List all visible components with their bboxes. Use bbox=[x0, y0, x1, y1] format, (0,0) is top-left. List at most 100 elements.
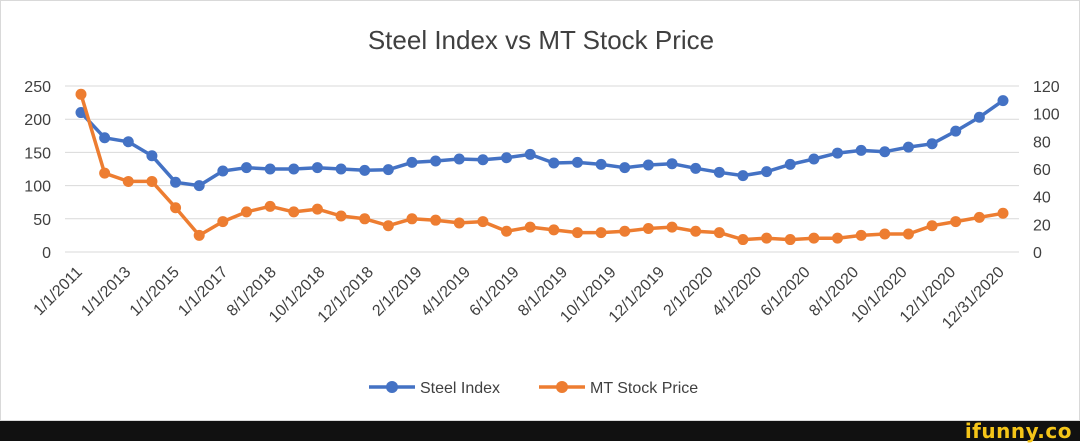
data-point-steel-index[interactable] bbox=[406, 156, 418, 168]
legend-marker-steel-index bbox=[386, 381, 398, 393]
data-point-steel-index[interactable] bbox=[595, 158, 607, 170]
data-point-mt-stock-price[interactable] bbox=[217, 216, 229, 228]
data-point-steel-index[interactable] bbox=[997, 95, 1009, 107]
data-point-mt-stock-price[interactable] bbox=[926, 220, 938, 232]
data-point-steel-index[interactable] bbox=[264, 163, 276, 175]
data-point-steel-index[interactable] bbox=[879, 146, 891, 158]
data-point-mt-stock-price[interactable] bbox=[784, 234, 796, 246]
data-point-mt-stock-price[interactable] bbox=[430, 214, 442, 226]
data-point-mt-stock-price[interactable] bbox=[75, 88, 87, 100]
data-point-steel-index[interactable] bbox=[501, 152, 513, 164]
x-tick-label: 2/1/2019 bbox=[369, 264, 425, 320]
data-point-mt-stock-price[interactable] bbox=[548, 224, 560, 236]
data-point-mt-stock-price[interactable] bbox=[950, 216, 962, 228]
data-point-mt-stock-price[interactable] bbox=[453, 217, 465, 229]
series-layer bbox=[75, 88, 1009, 246]
chart-title: Steel Index vs MT Stock Price bbox=[368, 25, 714, 55]
legend-item-mt-stock-price[interactable]: MT Stock Price bbox=[539, 380, 698, 397]
data-point-steel-index[interactable] bbox=[832, 147, 844, 159]
data-point-steel-index[interactable] bbox=[642, 159, 654, 171]
data-point-steel-index[interactable] bbox=[548, 157, 560, 169]
data-point-steel-index[interactable] bbox=[382, 164, 394, 176]
data-point-steel-index[interactable] bbox=[808, 153, 820, 165]
data-point-steel-index[interactable] bbox=[926, 138, 938, 150]
data-point-steel-index[interactable] bbox=[75, 107, 87, 119]
data-point-mt-stock-price[interactable] bbox=[240, 206, 252, 218]
x-tick-label: 1/1/2013 bbox=[78, 264, 134, 320]
data-point-mt-stock-price[interactable] bbox=[406, 213, 418, 225]
legend-marker-mt-stock-price bbox=[556, 381, 568, 393]
data-point-mt-stock-price[interactable] bbox=[855, 229, 867, 241]
data-point-mt-stock-price[interactable] bbox=[501, 225, 513, 237]
data-point-mt-stock-price[interactable] bbox=[359, 213, 371, 225]
data-point-mt-stock-price[interactable] bbox=[737, 234, 749, 246]
data-point-mt-stock-price[interactable] bbox=[335, 210, 347, 222]
data-point-steel-index[interactable] bbox=[477, 154, 489, 166]
x-tick-label: 1/1/2011 bbox=[31, 264, 86, 319]
data-point-mt-stock-price[interactable] bbox=[288, 206, 300, 218]
series-line-mt-stock-price bbox=[79, 93, 1004, 242]
data-point-steel-index[interactable] bbox=[122, 136, 134, 148]
data-point-steel-index[interactable] bbox=[713, 166, 725, 178]
data-point-mt-stock-price[interactable] bbox=[146, 175, 158, 187]
y-axis-left: 0 50 100 150 200 250 bbox=[24, 79, 51, 262]
data-point-mt-stock-price[interactable] bbox=[666, 221, 678, 233]
data-point-mt-stock-price[interactable] bbox=[902, 228, 914, 240]
y-left-tick-label: 200 bbox=[24, 112, 51, 129]
data-point-steel-index[interactable] bbox=[619, 162, 631, 174]
x-axis: 1/1/20111/1/20131/1/20151/1/20178/1/2018… bbox=[31, 264, 1008, 333]
data-point-steel-index[interactable] bbox=[99, 132, 111, 144]
data-point-steel-index[interactable] bbox=[973, 111, 985, 123]
data-point-steel-index[interactable] bbox=[335, 163, 347, 175]
data-point-mt-stock-price[interactable] bbox=[193, 229, 205, 241]
data-point-steel-index[interactable] bbox=[902, 141, 914, 153]
data-point-mt-stock-price[interactable] bbox=[170, 202, 182, 214]
data-point-steel-index[interactable] bbox=[311, 162, 323, 174]
data-point-mt-stock-price[interactable] bbox=[713, 227, 725, 239]
data-point-steel-index[interactable] bbox=[737, 170, 749, 182]
data-point-steel-index[interactable] bbox=[359, 164, 371, 176]
data-point-steel-index[interactable] bbox=[855, 144, 867, 156]
data-point-mt-stock-price[interactable] bbox=[879, 228, 891, 240]
data-point-steel-index[interactable] bbox=[524, 148, 536, 160]
chart-svg: Steel Index vs MT Stock Price 0 50 100 150 2… bbox=[24, 25, 1060, 397]
data-point-steel-index[interactable] bbox=[690, 162, 702, 174]
data-point-mt-stock-price[interactable] bbox=[382, 220, 394, 232]
data-point-mt-stock-price[interactable] bbox=[122, 175, 134, 187]
data-point-steel-index[interactable] bbox=[430, 155, 442, 167]
data-point-mt-stock-price[interactable] bbox=[832, 232, 844, 244]
data-point-mt-stock-price[interactable] bbox=[642, 222, 654, 234]
data-point-steel-index[interactable] bbox=[571, 156, 583, 168]
data-point-mt-stock-price[interactable] bbox=[973, 211, 985, 223]
data-point-steel-index[interactable] bbox=[784, 158, 796, 170]
data-point-steel-index[interactable] bbox=[193, 180, 205, 192]
x-tick-label: 6/1/2020 bbox=[758, 264, 814, 320]
series-steel-index bbox=[75, 95, 1009, 192]
data-point-mt-stock-price[interactable] bbox=[619, 225, 631, 237]
data-point-mt-stock-price[interactable] bbox=[761, 232, 773, 244]
data-point-steel-index[interactable] bbox=[950, 125, 962, 137]
data-point-mt-stock-price[interactable] bbox=[264, 200, 276, 212]
data-point-mt-stock-price[interactable] bbox=[477, 216, 489, 228]
data-point-mt-stock-price[interactable] bbox=[690, 225, 702, 237]
data-point-steel-index[interactable] bbox=[240, 162, 252, 174]
x-tick-label: 1/1/2017 bbox=[175, 264, 231, 320]
data-point-steel-index[interactable] bbox=[453, 153, 465, 165]
data-point-mt-stock-price[interactable] bbox=[524, 221, 536, 233]
data-point-steel-index[interactable] bbox=[666, 158, 678, 170]
x-tick-label: 1/1/2015 bbox=[127, 264, 183, 320]
data-point-mt-stock-price[interactable] bbox=[99, 167, 111, 179]
data-point-mt-stock-price[interactable] bbox=[311, 203, 323, 215]
data-point-steel-index[interactable] bbox=[170, 176, 182, 188]
data-point-mt-stock-price[interactable] bbox=[595, 227, 607, 239]
x-tick-label: 4/1/2020 bbox=[709, 264, 765, 320]
data-point-steel-index[interactable] bbox=[217, 165, 229, 177]
data-point-mt-stock-price[interactable] bbox=[571, 227, 583, 239]
data-point-steel-index[interactable] bbox=[146, 150, 158, 162]
data-point-mt-stock-price[interactable] bbox=[808, 232, 820, 244]
data-point-mt-stock-price[interactable] bbox=[997, 207, 1009, 219]
data-point-steel-index[interactable] bbox=[761, 166, 773, 178]
legend-item-steel-index[interactable]: Steel Index bbox=[369, 380, 500, 397]
data-point-steel-index[interactable] bbox=[288, 163, 300, 175]
legend: Steel Index MT Stock Price bbox=[369, 380, 698, 397]
